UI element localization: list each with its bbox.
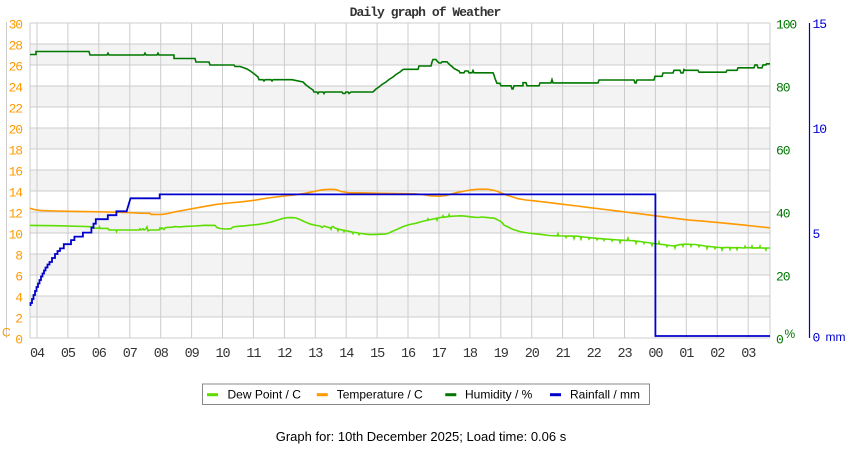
svg-text:16: 16: [9, 165, 23, 180]
svg-text:08: 08: [154, 347, 169, 362]
svg-text:05: 05: [61, 347, 76, 362]
svg-text:01: 01: [679, 347, 694, 362]
svg-text:02: 02: [710, 347, 725, 362]
svg-text:100: 100: [776, 18, 796, 33]
svg-text:Graph for: 10th December 2025;: Graph for: 10th December 2025; Load time…: [276, 429, 567, 444]
svg-text:11: 11: [246, 347, 261, 362]
svg-text:12: 12: [277, 347, 292, 362]
svg-text:22: 22: [587, 347, 602, 362]
svg-text:4: 4: [15, 291, 23, 306]
svg-text:06: 06: [92, 347, 107, 362]
svg-text:26: 26: [9, 60, 23, 75]
svg-text:09: 09: [185, 347, 200, 362]
svg-text:40: 40: [776, 207, 790, 222]
svg-text:mm: mm: [826, 330, 846, 344]
svg-text:5: 5: [813, 227, 820, 242]
svg-text:07: 07: [123, 347, 138, 362]
svg-text:21: 21: [556, 347, 571, 362]
svg-text:Dew Point / C: Dew Point / C: [228, 388, 302, 402]
svg-text:10: 10: [9, 228, 23, 243]
svg-text:10: 10: [215, 347, 230, 362]
svg-text:23: 23: [617, 347, 632, 362]
svg-text:2: 2: [15, 312, 22, 327]
svg-text:Rainfall / mm: Rainfall / mm: [570, 388, 640, 402]
svg-text:20: 20: [9, 123, 23, 138]
svg-text:18: 18: [463, 347, 478, 362]
svg-text:0: 0: [15, 333, 22, 348]
svg-text:C: C: [2, 326, 11, 340]
svg-text:6: 6: [15, 270, 22, 285]
svg-text:22: 22: [9, 102, 23, 117]
svg-text:10: 10: [813, 122, 827, 137]
svg-text:13: 13: [308, 347, 323, 362]
svg-text:Humidity / %: Humidity / %: [465, 388, 533, 402]
svg-text:80: 80: [776, 81, 790, 96]
svg-text:18: 18: [9, 144, 23, 159]
svg-text:24: 24: [9, 81, 24, 96]
svg-text:0: 0: [813, 331, 820, 346]
svg-text:19: 19: [494, 347, 509, 362]
svg-text:03: 03: [741, 347, 756, 362]
svg-text:60: 60: [776, 144, 790, 159]
svg-text:17: 17: [432, 347, 447, 362]
svg-text:0: 0: [776, 333, 783, 348]
svg-text:8: 8: [15, 249, 22, 264]
svg-text:30: 30: [9, 18, 23, 33]
svg-text:28: 28: [9, 39, 23, 54]
svg-text:14: 14: [9, 186, 24, 201]
svg-text:Temperature / C: Temperature / C: [337, 388, 423, 402]
svg-text:20: 20: [525, 347, 540, 362]
svg-text:Daily graph of Weather: Daily graph of Weather: [350, 5, 501, 20]
svg-text:04: 04: [30, 347, 45, 362]
svg-text:00: 00: [648, 347, 663, 362]
svg-text:15: 15: [370, 347, 385, 362]
svg-text:15: 15: [813, 17, 827, 32]
svg-text:12: 12: [9, 207, 23, 222]
svg-text:%: %: [785, 327, 796, 341]
svg-text:14: 14: [339, 347, 354, 362]
svg-text:16: 16: [401, 347, 416, 362]
svg-text:20: 20: [776, 270, 790, 285]
